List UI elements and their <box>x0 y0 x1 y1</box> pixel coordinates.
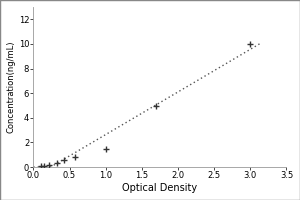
X-axis label: Optical Density: Optical Density <box>122 183 197 193</box>
Y-axis label: Concentration(ng/mL): Concentration(ng/mL) <box>7 41 16 133</box>
